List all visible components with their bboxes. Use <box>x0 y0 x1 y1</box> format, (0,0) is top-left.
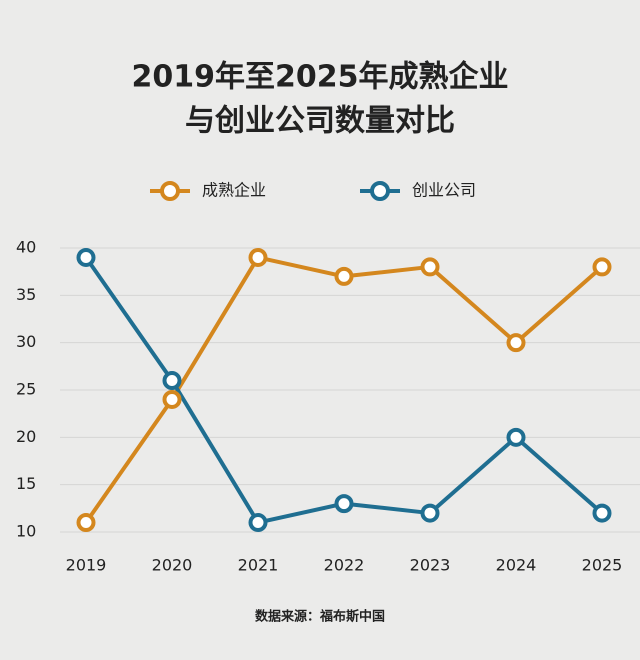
y-tick-label: 35 <box>16 285 36 304</box>
data-point <box>506 333 526 353</box>
chart-title: 与创业公司数量对比 <box>185 104 455 139</box>
source-note: 数据来源：福布斯中国 <box>255 609 385 625</box>
x-tick-label: 2021 <box>238 556 279 575</box>
data-point <box>162 389 182 409</box>
data-point <box>592 503 612 523</box>
y-tick-label: 25 <box>16 380 36 399</box>
data-point <box>420 503 440 523</box>
y-tick-label: 10 <box>16 522 36 541</box>
data-point <box>248 513 268 533</box>
x-tick-label: 2020 <box>152 556 193 575</box>
y-tick-label: 15 <box>16 474 36 493</box>
y-tick-label: 30 <box>16 332 36 351</box>
data-point <box>76 513 96 533</box>
data-point <box>506 427 526 447</box>
data-point <box>334 494 354 514</box>
legend-marker <box>370 181 390 201</box>
legend-label: 创业公司 <box>412 181 476 200</box>
y-tick-label: 40 <box>16 238 36 257</box>
data-point <box>76 247 96 267</box>
x-tick-label: 2024 <box>496 556 537 575</box>
x-tick-label: 2019 <box>66 556 107 575</box>
x-tick-label: 2023 <box>410 556 451 575</box>
data-point <box>334 266 354 286</box>
data-point <box>592 257 612 277</box>
x-tick-label: 2025 <box>582 556 623 575</box>
legend-marker <box>160 181 180 201</box>
chart-title: 2019年至2025年成熟企业 <box>132 60 509 95</box>
y-tick-label: 20 <box>16 427 36 446</box>
data-point <box>420 257 440 277</box>
legend-label: 成熟企业 <box>202 181 266 200</box>
x-tick-label: 2022 <box>324 556 365 575</box>
data-point <box>162 371 182 391</box>
data-point <box>248 247 268 267</box>
